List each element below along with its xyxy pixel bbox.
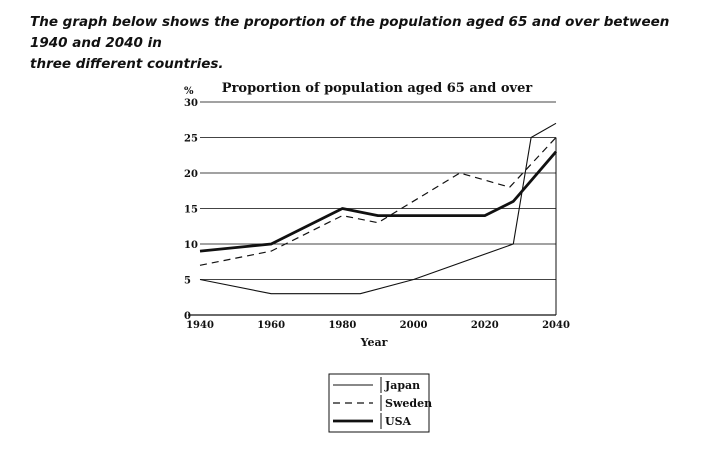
legend: Japan Sweden USA xyxy=(328,373,432,433)
chart-title: Proportion of population aged 65 and ove… xyxy=(222,81,533,96)
x-axis-label: Year xyxy=(360,336,388,349)
prompt-line-2: three different countries. xyxy=(30,56,224,72)
y-tick-label: 0 xyxy=(184,311,191,322)
legend-label-usa: USA xyxy=(385,415,412,428)
y-tick-label: 30 xyxy=(184,98,198,109)
x-tick-label: 2020 xyxy=(471,320,499,331)
y-tick-label: 10 xyxy=(184,240,198,251)
question-prompt: The graph below shows the proportion of … xyxy=(30,12,700,75)
y-tick-label: 20 xyxy=(184,169,198,180)
plot-frame xyxy=(188,137,557,316)
series-lines xyxy=(199,122,558,295)
y-tick-labels: 0 5 10 15 20 25 30 xyxy=(184,98,198,322)
x-tick-label: 1940 xyxy=(186,320,214,331)
y-tick-label: 5 xyxy=(184,276,191,287)
legend-label-japan: Japan xyxy=(384,379,420,392)
x-tick-label: 1980 xyxy=(328,320,356,331)
x-tick-label: 1960 xyxy=(257,320,285,331)
x-tick-label: 2000 xyxy=(400,320,428,331)
series-line-japan xyxy=(199,122,557,295)
y-tick-label: 15 xyxy=(184,205,198,216)
legend-label-sweden: Sweden xyxy=(385,397,432,410)
y-axis-unit-label: % xyxy=(184,86,194,97)
y-tick-label: 25 xyxy=(184,134,198,145)
x-tick-labels: 1940 1960 1980 2000 2020 2040 xyxy=(186,320,570,331)
x-tick-label: 2040 xyxy=(542,320,570,331)
gridlines xyxy=(200,101,556,280)
prompt-line-1: The graph below shows the proportion of … xyxy=(30,14,670,51)
series-line-sweden xyxy=(199,137,557,266)
series-line-usa xyxy=(199,150,558,253)
